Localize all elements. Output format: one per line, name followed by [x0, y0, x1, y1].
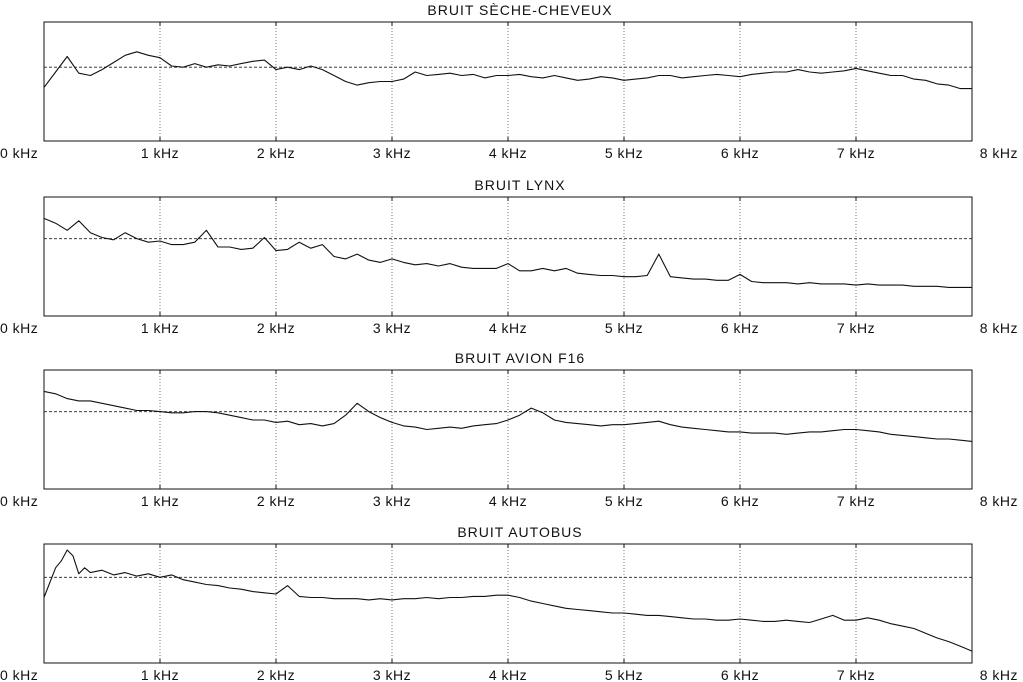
- x-tick-label: 5 kHz: [605, 320, 643, 336]
- x-tick-label: 1 kHz: [141, 667, 179, 682]
- plot-frame: [43, 21, 973, 142]
- chart-panel-2: BRUIT LYNX 0 kHz 1 kHz 2 kHz 3 kHz 4 kHz 5 kHz…: [0, 177, 1018, 336]
- series-line: [43, 549, 973, 652]
- x-tick-label: 6 kHz: [721, 145, 759, 161]
- x-tick-label: 4 kHz: [489, 320, 527, 336]
- chart-title: BRUIT AUTOBUS: [457, 524, 582, 540]
- plot-frame: [43, 369, 973, 490]
- x-tick-label: 4 kHz: [489, 667, 527, 682]
- x-tick-label: 8 kHz: [980, 493, 1018, 509]
- x-tick-label: 2 kHz: [257, 493, 295, 509]
- x-tick-label: 8 kHz: [980, 320, 1018, 336]
- chart-panel-1: BRUIT SÈCHE-CHEVEUX 0 kHz 1 kHz 2 kHz 3 kHz 4…: [0, 2, 1018, 161]
- x-tick-label: 6 kHz: [721, 320, 759, 336]
- x-tick-label: 6 kHz: [721, 493, 759, 509]
- chart-title: BRUIT AVION F16: [455, 350, 585, 366]
- x-tick-label: 5 kHz: [605, 493, 643, 509]
- x-tick-label: 4 kHz: [489, 145, 527, 161]
- x-tick-label: 5 kHz: [605, 667, 643, 682]
- x-tick-label: 2 kHz: [257, 667, 295, 682]
- x-tick-label: 3 kHz: [373, 493, 411, 509]
- x-tick-label: 1 kHz: [141, 493, 179, 509]
- x-tick-label: 7 kHz: [837, 667, 875, 682]
- chart-title: BRUIT LYNX: [474, 177, 565, 193]
- x-tick-label: 0 kHz: [0, 667, 38, 682]
- x-tick-label: 1 kHz: [141, 145, 179, 161]
- plot-frame: [43, 543, 973, 664]
- x-tick-label: 5 kHz: [605, 145, 643, 161]
- x-tick-label: 7 kHz: [837, 320, 875, 336]
- series-line: [43, 390, 973, 442]
- chart-panel-4: BRUIT AUTOBUS 0 kHz 1 kHz 2 kHz 3 kHz 4 kHz 5 …: [0, 524, 1018, 682]
- x-tick-label: 3 kHz: [373, 667, 411, 682]
- x-tick-label: 0 kHz: [0, 320, 38, 336]
- x-tick-label: 2 kHz: [257, 145, 295, 161]
- x-tick-label: 2 kHz: [257, 320, 295, 336]
- x-tick-label: 8 kHz: [980, 145, 1018, 161]
- x-tick-label: 7 kHz: [837, 493, 875, 509]
- x-tick-label: 0 kHz: [0, 493, 38, 509]
- chart-title: BRUIT SÈCHE-CHEVEUX: [427, 2, 612, 18]
- x-tick-label: 7 kHz: [837, 145, 875, 161]
- x-tick-label: 3 kHz: [373, 320, 411, 336]
- chart-panel-3: BRUIT AVION F16 0 kHz 1 kHz 2 kHz 3 kHz 4 kHz…: [0, 350, 1018, 509]
- x-tick-label: 6 kHz: [721, 667, 759, 682]
- series-line: [43, 51, 972, 90]
- plot-frame: [43, 196, 973, 317]
- x-tick-label: 0 kHz: [0, 145, 38, 161]
- x-tick-label: 4 kHz: [489, 493, 527, 509]
- x-tick-label: 1 kHz: [141, 320, 179, 336]
- x-tick-label: 8 kHz: [980, 667, 1018, 682]
- x-tick-label: 3 kHz: [373, 145, 411, 161]
- series-line: [43, 217, 972, 288]
